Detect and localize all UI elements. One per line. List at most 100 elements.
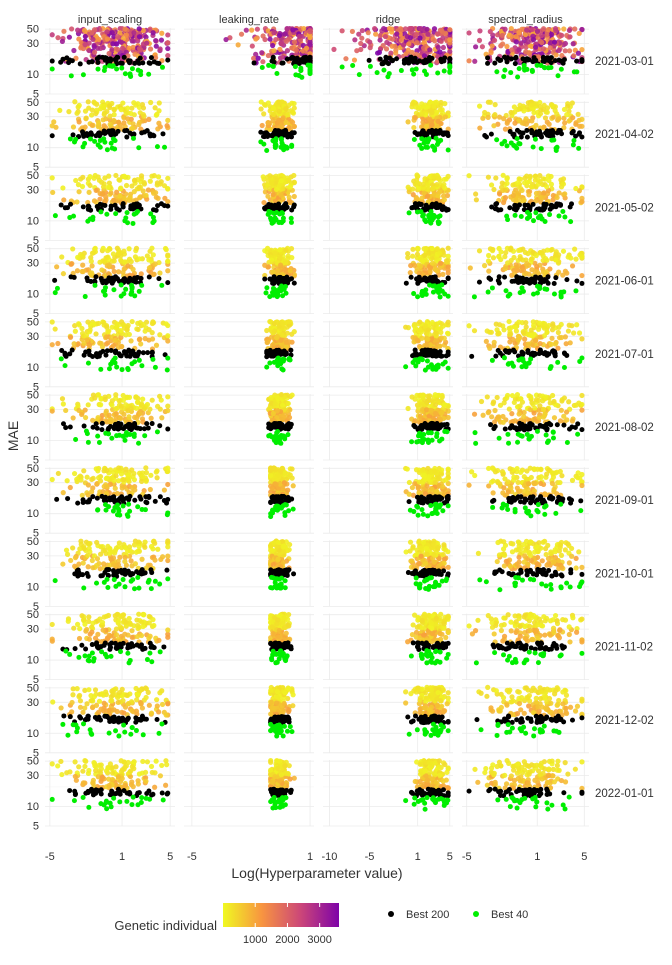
best-200-point — [579, 57, 584, 62]
best-40-point — [103, 293, 108, 298]
population-point — [115, 47, 120, 52]
population-point — [123, 27, 128, 32]
best-200-point — [267, 277, 272, 282]
population-point — [122, 174, 127, 179]
population-point — [124, 395, 129, 400]
population-point — [100, 344, 105, 349]
population-point — [280, 403, 285, 408]
population-point — [137, 411, 142, 416]
best-40-point — [119, 66, 124, 71]
population-point — [84, 116, 89, 121]
best-40-point — [125, 366, 130, 371]
best-40-point — [150, 357, 155, 362]
best-40-point — [136, 145, 141, 150]
best-200-point — [283, 276, 288, 281]
best-40-point — [411, 360, 416, 365]
best-40-point — [109, 436, 114, 441]
best-40-point — [573, 288, 578, 293]
population-point — [141, 322, 146, 327]
population-point — [272, 321, 277, 326]
population-point — [500, 33, 505, 38]
population-point — [427, 47, 432, 52]
population-point — [277, 109, 282, 114]
best-40-point — [81, 72, 86, 77]
best-200-point — [484, 135, 489, 140]
population-point — [486, 175, 491, 180]
best-40-point — [119, 282, 124, 287]
facet-panels — [45, 26, 589, 826]
population-point — [150, 330, 155, 335]
best-40-point — [73, 137, 78, 142]
best-200-point — [59, 348, 64, 353]
population-point — [262, 263, 267, 268]
best-40-point — [132, 434, 137, 439]
best-40-point — [92, 283, 97, 288]
best-40-point — [525, 210, 530, 215]
population-point — [571, 41, 576, 46]
population-point — [497, 191, 502, 196]
population-point — [132, 189, 137, 194]
population-point — [343, 56, 348, 61]
population-point — [78, 45, 83, 50]
best-40-point — [525, 216, 530, 221]
facet-panel — [323, 172, 453, 240]
population-point — [137, 337, 142, 342]
population-point — [527, 51, 532, 56]
best-40-point — [279, 366, 284, 371]
best-200-point — [417, 201, 422, 206]
population-point — [96, 392, 101, 397]
population-point — [434, 100, 439, 105]
best-40-point — [552, 291, 557, 296]
population-point — [137, 34, 142, 39]
population-point — [271, 112, 276, 117]
population-point — [508, 110, 513, 115]
facet-panel — [45, 392, 175, 460]
best-40-point — [266, 63, 271, 68]
population-point — [282, 32, 287, 37]
best-40-point — [146, 72, 151, 77]
population-point — [112, 338, 117, 343]
population-point — [439, 321, 444, 326]
population-point — [535, 29, 540, 34]
population-point — [165, 46, 170, 51]
population-point — [547, 266, 552, 271]
population-point — [419, 336, 424, 341]
best-200-point — [108, 58, 113, 63]
population-point — [418, 26, 423, 31]
best-200-point — [50, 59, 55, 64]
population-point — [92, 44, 97, 49]
population-point — [524, 324, 529, 329]
population-point — [515, 107, 520, 112]
population-point — [270, 43, 275, 48]
population-point — [271, 48, 276, 53]
best-200-point — [546, 281, 551, 286]
best-40-point — [555, 360, 560, 365]
population-point — [144, 41, 149, 46]
population-point — [113, 392, 118, 397]
population-point — [291, 111, 296, 116]
population-point — [150, 336, 155, 341]
best-40-point — [130, 66, 135, 71]
population-point — [265, 246, 270, 251]
best-200-point — [68, 202, 73, 207]
population-point — [503, 188, 508, 193]
best-40-point — [426, 365, 431, 370]
best-200-point — [81, 131, 86, 136]
best-40-point — [125, 220, 130, 225]
population-point — [561, 181, 566, 186]
facet-panel — [462, 99, 589, 167]
best-200-point — [117, 208, 122, 213]
best-40-point — [560, 209, 565, 214]
population-point — [157, 100, 162, 105]
best-200-point — [469, 354, 474, 359]
best-200-point — [100, 421, 105, 426]
best-200-point — [510, 132, 515, 137]
best-200-point — [252, 60, 257, 65]
population-point — [76, 321, 81, 326]
population-point — [164, 123, 169, 128]
population-point — [130, 38, 135, 43]
best-40-point — [286, 357, 291, 362]
best-40-point — [535, 290, 540, 295]
best-40-point — [84, 429, 89, 434]
best-200-point — [91, 425, 96, 430]
